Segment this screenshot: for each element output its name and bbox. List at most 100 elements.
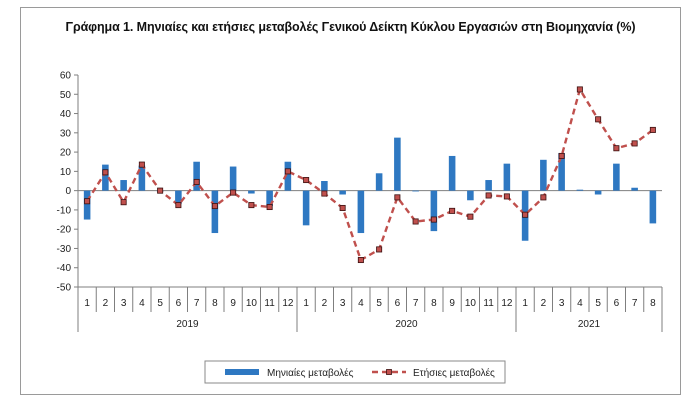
y-tick-label: -40 bbox=[57, 263, 72, 274]
bar bbox=[448, 155, 456, 191]
y-tick-label: 40 bbox=[60, 109, 72, 120]
year-label: 2020 bbox=[395, 319, 418, 330]
x-tick-label: 1 bbox=[303, 298, 309, 309]
bar bbox=[102, 164, 109, 191]
legend-label-line: Ετήσιες μεταβολές bbox=[413, 367, 495, 379]
bar bbox=[138, 165, 146, 191]
line-marker bbox=[175, 202, 182, 209]
x-tick-label: 9 bbox=[230, 298, 236, 309]
x-tick-label: 6 bbox=[176, 298, 182, 309]
bar bbox=[357, 190, 365, 234]
line-series bbox=[86, 86, 654, 262]
x-tick-label: 4 bbox=[139, 298, 145, 309]
line-marker bbox=[284, 168, 291, 175]
bar bbox=[430, 190, 438, 232]
line-marker bbox=[84, 198, 91, 205]
line-marker bbox=[412, 218, 419, 225]
line-marker bbox=[339, 204, 346, 211]
x-tick-label: 11 bbox=[483, 298, 494, 309]
line-marker bbox=[540, 194, 547, 201]
bar bbox=[175, 190, 182, 205]
legend-label-bar: Μηνιαίες μεταβολές bbox=[267, 367, 354, 379]
bar bbox=[375, 173, 383, 191]
x-tick-label: 3 bbox=[121, 298, 127, 309]
x-tick-label: 4 bbox=[358, 298, 364, 309]
chart-frame bbox=[20, 7, 681, 395]
x-tick-label: 8 bbox=[431, 298, 437, 309]
line-marker bbox=[321, 190, 328, 197]
x-tick-label: 1 bbox=[522, 298, 528, 309]
line-marker bbox=[394, 194, 401, 201]
x-tick-label: 12 bbox=[501, 298, 513, 309]
x-tick-label: 2 bbox=[322, 298, 328, 309]
bar bbox=[339, 190, 346, 195]
line-marker bbox=[430, 216, 437, 223]
legend-swatch-marker bbox=[386, 369, 392, 375]
line-marker bbox=[266, 204, 273, 211]
bar bbox=[284, 161, 292, 191]
line-marker bbox=[230, 189, 237, 196]
x-tick-label: 5 bbox=[157, 298, 163, 309]
bar bbox=[540, 159, 547, 191]
line-marker bbox=[193, 178, 200, 185]
y-tick-label: 20 bbox=[60, 148, 72, 159]
line-marker bbox=[157, 187, 164, 194]
x-tick-label: 6 bbox=[614, 298, 620, 309]
x-tick-label: 2 bbox=[541, 298, 547, 309]
bar bbox=[248, 190, 255, 194]
line-marker bbox=[376, 246, 383, 253]
bar bbox=[613, 163, 620, 191]
line-marker bbox=[211, 203, 218, 210]
x-tick-label: 11 bbox=[264, 298, 275, 309]
y-tick-label: -10 bbox=[57, 205, 72, 216]
line-layer bbox=[84, 86, 656, 264]
line-marker bbox=[558, 152, 565, 159]
x-tick-label: 12 bbox=[282, 298, 294, 309]
bar bbox=[266, 190, 273, 207]
chart-title: Γράφημα 1. Μηνιαίες και ετήσιες μεταβολέ… bbox=[65, 20, 636, 34]
line-marker bbox=[576, 86, 583, 93]
year-label: 2021 bbox=[578, 319, 601, 330]
line-marker bbox=[120, 199, 127, 206]
line-marker bbox=[522, 211, 529, 218]
bar bbox=[193, 161, 200, 191]
bar bbox=[83, 190, 91, 220]
x-tick-label: 5 bbox=[376, 298, 382, 309]
line-marker bbox=[303, 177, 310, 184]
bar bbox=[211, 190, 219, 234]
line-marker bbox=[631, 140, 638, 147]
line-marker bbox=[138, 161, 145, 168]
line-marker bbox=[449, 207, 456, 214]
legend: Μηνιαίες μεταβολές Ετήσιες μεταβολές bbox=[204, 360, 506, 384]
line-marker bbox=[613, 145, 620, 152]
x-tick-label: 7 bbox=[194, 298, 200, 309]
bar bbox=[503, 163, 511, 191]
line-marker bbox=[357, 257, 364, 264]
bars-layer bbox=[83, 137, 657, 241]
line-marker bbox=[248, 202, 255, 209]
legend-box bbox=[204, 360, 506, 384]
x-tick-label: 6 bbox=[395, 298, 401, 309]
y-tick-label: -50 bbox=[57, 283, 72, 294]
x-tick-label: 7 bbox=[632, 298, 638, 309]
y-tick-label: -20 bbox=[57, 225, 72, 236]
y-tick-label: 50 bbox=[60, 90, 72, 101]
x-tick-label: 9 bbox=[449, 298, 455, 309]
x-tick-label: 5 bbox=[595, 298, 601, 309]
bar bbox=[576, 189, 584, 191]
y-tick-label: 30 bbox=[60, 128, 72, 139]
x-tick-label: 4 bbox=[577, 298, 583, 309]
y-tick-label: 0 bbox=[65, 186, 71, 197]
line-marker bbox=[503, 193, 510, 200]
bar bbox=[321, 181, 328, 191]
bar bbox=[594, 190, 602, 195]
x-tick-label: 3 bbox=[340, 298, 346, 309]
bar bbox=[485, 180, 492, 191]
x-tick-label: 7 bbox=[413, 298, 419, 309]
year-label: 2019 bbox=[176, 319, 199, 330]
y-tick-label: -30 bbox=[57, 244, 72, 255]
bar bbox=[467, 190, 474, 201]
line-marker bbox=[467, 213, 474, 220]
x-tick-label: 8 bbox=[212, 298, 218, 309]
